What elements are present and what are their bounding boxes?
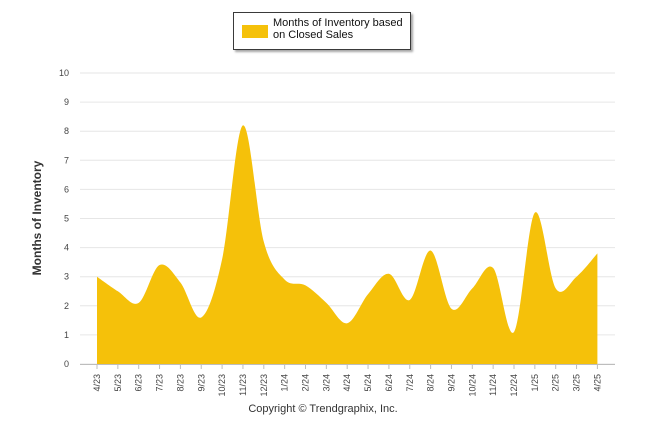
y-tick-label: 2	[64, 301, 69, 311]
data-point	[199, 315, 203, 319]
x-tick-label: 6/23	[134, 374, 144, 392]
data-point	[241, 123, 245, 127]
x-tick-label: 11/24	[488, 374, 498, 396]
x-axis-ticks: 4/23 5/23 6/23 7/23 8/23 9/23 10/23 11/23 12/23 1…	[92, 374, 602, 397]
y-tick-label: 1	[64, 330, 69, 340]
x-tick-label: 11/23	[238, 374, 248, 396]
data-point	[491, 266, 495, 270]
x-tick-label: 1/25	[530, 374, 540, 392]
x-tick-label: 9/24	[446, 374, 456, 392]
y-tick-label: 5	[64, 214, 69, 224]
x-tick-label: 1/24	[280, 374, 290, 392]
data-point	[262, 240, 266, 244]
y-tick-label: 7	[64, 155, 69, 165]
data-point	[283, 278, 287, 282]
y-tick-label: 8	[64, 126, 69, 136]
data-point	[116, 289, 120, 293]
x-tick-label: 8/24	[426, 374, 436, 392]
data-point	[470, 286, 474, 290]
series-layer	[95, 123, 599, 364]
data-point	[137, 301, 141, 305]
data-point	[408, 298, 412, 302]
data-point	[220, 257, 224, 261]
x-tick-label: 4/25	[592, 374, 602, 392]
x-tick-label: 4/24	[342, 374, 352, 392]
legend-label: Months of Inventory based on Closed Sale…	[273, 17, 403, 41]
data-point	[158, 263, 162, 267]
data-point	[324, 301, 328, 305]
y-tick-label: 6	[64, 184, 69, 194]
x-tick-label: 2/25	[551, 374, 561, 392]
data-point	[304, 283, 308, 287]
x-tick-label: 7/23	[155, 374, 165, 392]
data-point	[429, 249, 433, 253]
x-tick-label: 2/24	[301, 374, 311, 392]
x-tick-label: 3/24	[321, 374, 331, 392]
y-tick-label: 3	[64, 272, 69, 282]
data-point	[345, 321, 349, 325]
x-tick-label: 7/24	[405, 374, 415, 392]
x-tick-label: 3/25	[572, 374, 582, 392]
x-tick-label: 9/23	[196, 374, 206, 392]
data-point	[595, 251, 599, 255]
x-axis	[80, 364, 615, 369]
y-tick-label: 4	[64, 243, 69, 253]
x-tick-label: 5/24	[363, 374, 373, 392]
x-tick-label: 10/24	[467, 374, 477, 397]
data-point	[366, 292, 370, 296]
y-axis-title: Months of Inventory	[30, 160, 44, 276]
data-point	[575, 275, 579, 279]
y-tick-label: 10	[59, 68, 69, 78]
data-point	[449, 307, 453, 311]
x-tick-label: 10/23	[217, 374, 227, 397]
x-tick-label: 12/23	[259, 374, 269, 397]
x-tick-label: 12/24	[509, 374, 519, 397]
series-area	[97, 125, 598, 364]
data-point	[533, 211, 537, 215]
data-point	[512, 330, 516, 334]
data-point	[95, 275, 99, 279]
y-tick-label: 0	[64, 359, 69, 369]
legend-swatch	[242, 25, 268, 38]
data-point	[554, 286, 558, 290]
copyright-footer: Copyright © Trendgraphix, Inc.	[248, 403, 398, 415]
x-tick-label: 4/23	[92, 374, 102, 392]
data-point	[387, 272, 391, 276]
x-tick-label: 6/24	[384, 374, 394, 392]
y-tick-label: 9	[64, 97, 69, 107]
legend: Months of Inventory based on Closed Sale…	[233, 12, 411, 50]
y-axis-ticks: 0 1 2 3 4 5 6 7 8 9 10	[59, 68, 69, 369]
x-tick-label: 8/23	[175, 374, 185, 392]
data-point	[178, 281, 182, 285]
x-tick-label: 5/23	[113, 374, 123, 392]
